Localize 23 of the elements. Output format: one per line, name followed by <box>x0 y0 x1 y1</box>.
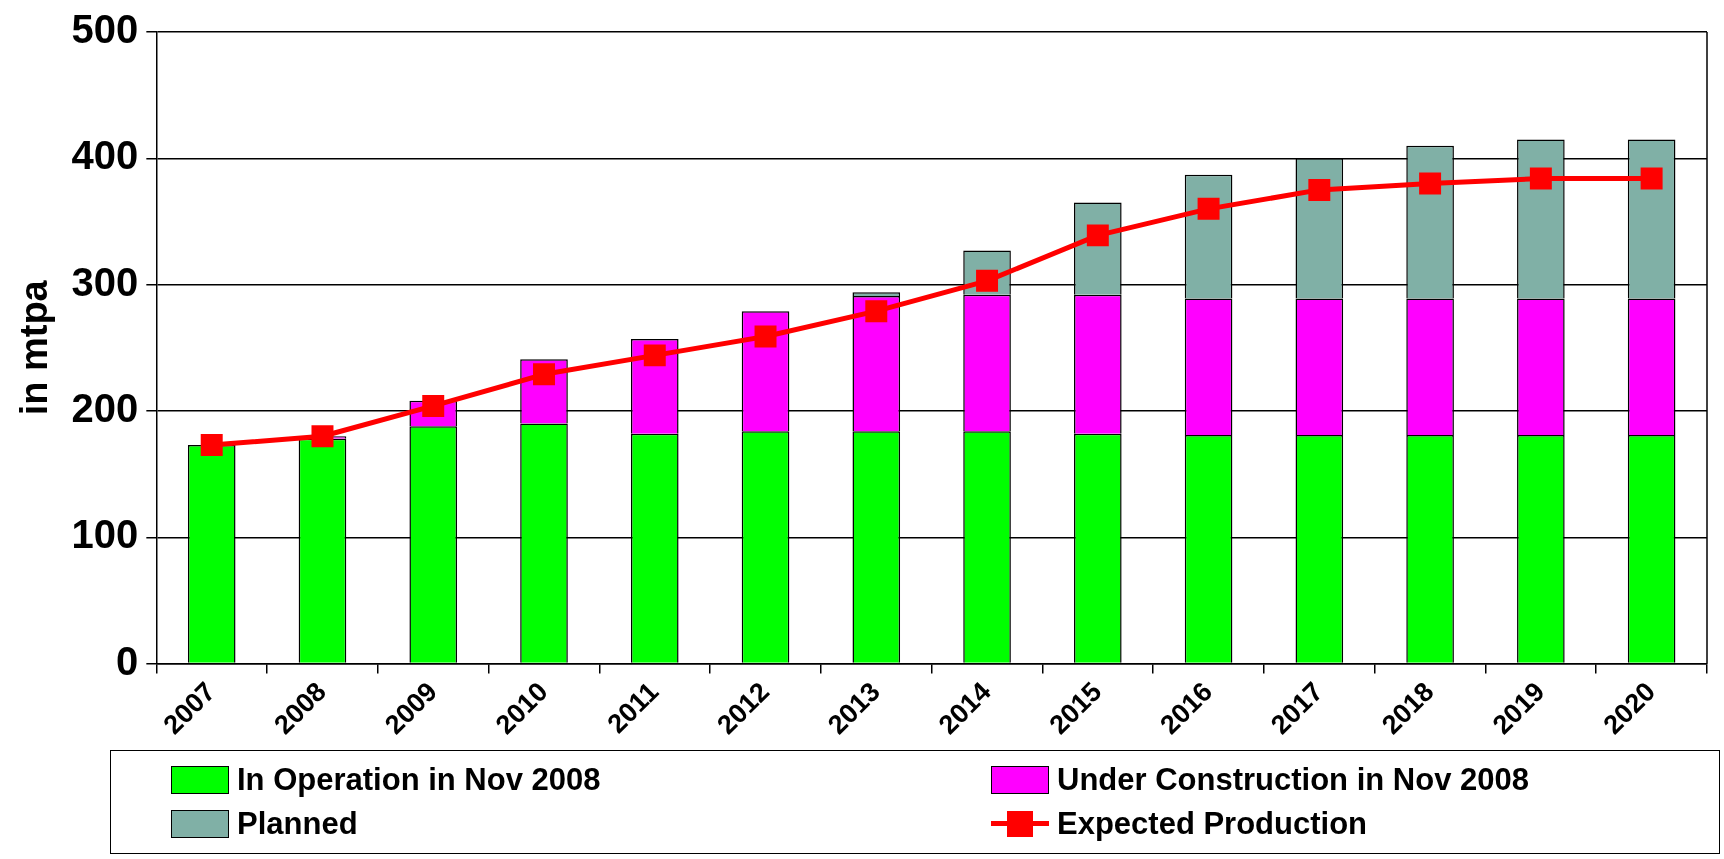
y-tick-label: 500 <box>71 7 139 52</box>
point <box>1197 197 1220 220</box>
legend-label: Expected Production <box>1057 806 1368 842</box>
point <box>1086 224 1109 247</box>
y-tick-label: 200 <box>71 386 139 430</box>
y-tick-label: 400 <box>71 133 139 178</box>
point <box>200 434 223 457</box>
legend-label: Under Construction in Nov 2008 <box>1057 762 1529 798</box>
point <box>1529 167 1552 190</box>
point <box>643 344 666 367</box>
point <box>1419 172 1442 195</box>
legend-label: In Operation in Nov 2008 <box>237 762 601 798</box>
point <box>754 325 777 348</box>
point <box>1640 167 1663 190</box>
y-axis-title: in mtpa <box>13 279 56 416</box>
y-tick-label: 300 <box>71 259 139 304</box>
legend-label: Planned <box>237 806 358 842</box>
point <box>865 300 888 323</box>
point <box>1308 178 1331 201</box>
y-tick-label: 100 <box>71 512 139 557</box>
point <box>533 363 555 386</box>
point <box>311 425 334 448</box>
y-tick-label: 0 <box>116 638 139 683</box>
